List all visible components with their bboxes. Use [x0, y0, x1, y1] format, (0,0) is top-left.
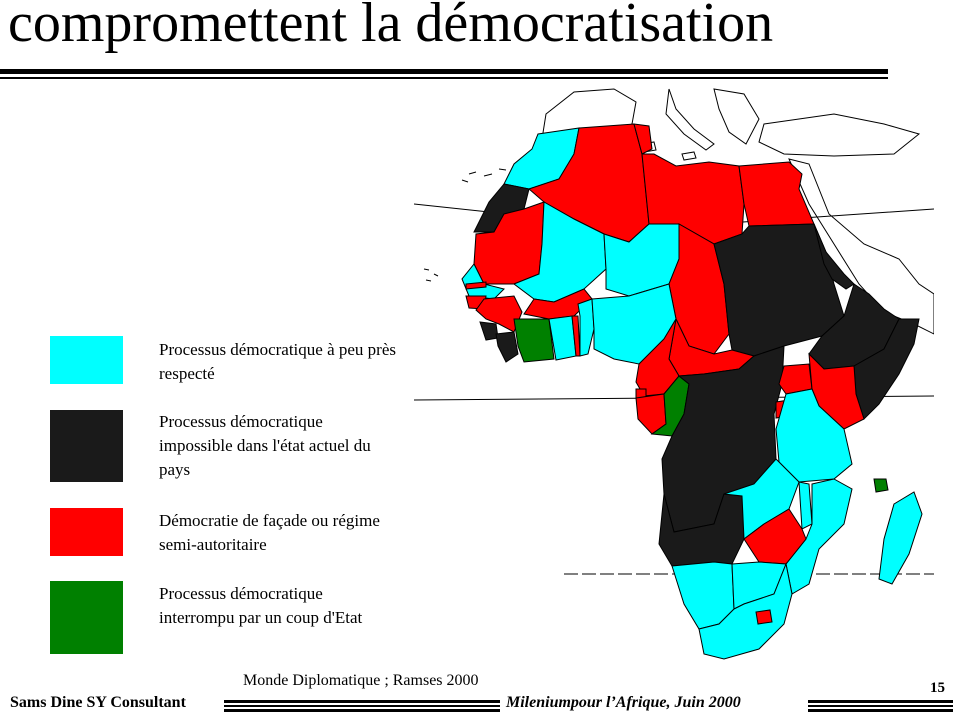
cape-verde	[423, 268, 439, 282]
country-comoros	[873, 478, 889, 493]
footer-event: Mileniumpour l’Afrique, Juin 2000	[506, 694, 741, 711]
footer-bar	[224, 709, 500, 712]
legend-label-impossible: Processus démocratique impossible dans l…	[159, 412, 371, 479]
country-liberia	[495, 331, 519, 363]
country-malawi	[798, 481, 813, 530]
slide-title: compromettent la démocratisation	[8, 0, 774, 54]
country-benin	[577, 298, 595, 357]
footer-author: Sams Dine SY Consultant	[10, 694, 186, 711]
legend-label-coup: Processus démocratique interrompu par un…	[159, 584, 363, 627]
italy-outline	[665, 88, 715, 151]
balkans-outline	[713, 88, 760, 145]
footer-bar	[808, 709, 953, 712]
title-rule-thick	[0, 69, 888, 74]
footer-bar	[224, 700, 500, 703]
legend-swatch-respected	[50, 336, 123, 384]
country-guinea	[475, 295, 523, 333]
title-rule-thin	[0, 77, 888, 79]
country-cote-divoire	[513, 318, 555, 363]
legend-swatch-facade	[50, 508, 123, 556]
source-citation: Monde Diplomatique ; Ramses 2000	[243, 672, 479, 689]
legend-label-facade: Démocratie de façade ou régime semi-auto…	[159, 511, 380, 554]
legend-swatch-coup	[50, 581, 123, 654]
canary-islands	[461, 168, 507, 183]
country-sierra-leone	[479, 321, 499, 341]
footer-bar	[808, 705, 953, 707]
country-lesotho	[755, 609, 773, 625]
page-number: 15	[930, 680, 945, 696]
africa-map	[414, 88, 934, 660]
country-gambia	[465, 281, 487, 290]
legend-label-respected: Processus démocratique à peu près respec…	[159, 340, 396, 383]
country-eritrea	[813, 223, 855, 290]
country-egypt	[738, 161, 815, 227]
middle-east-outline	[788, 158, 934, 335]
footer-bar	[808, 700, 953, 703]
country-madagascar	[878, 491, 923, 585]
legend-swatch-impossible	[50, 410, 123, 482]
country-tanzania	[775, 388, 853, 483]
footer-bar	[224, 705, 500, 707]
anatolia-outline	[758, 113, 921, 157]
country-tunisia	[633, 123, 653, 155]
country-mozambique	[785, 478, 853, 595]
country-south-africa	[698, 562, 793, 660]
